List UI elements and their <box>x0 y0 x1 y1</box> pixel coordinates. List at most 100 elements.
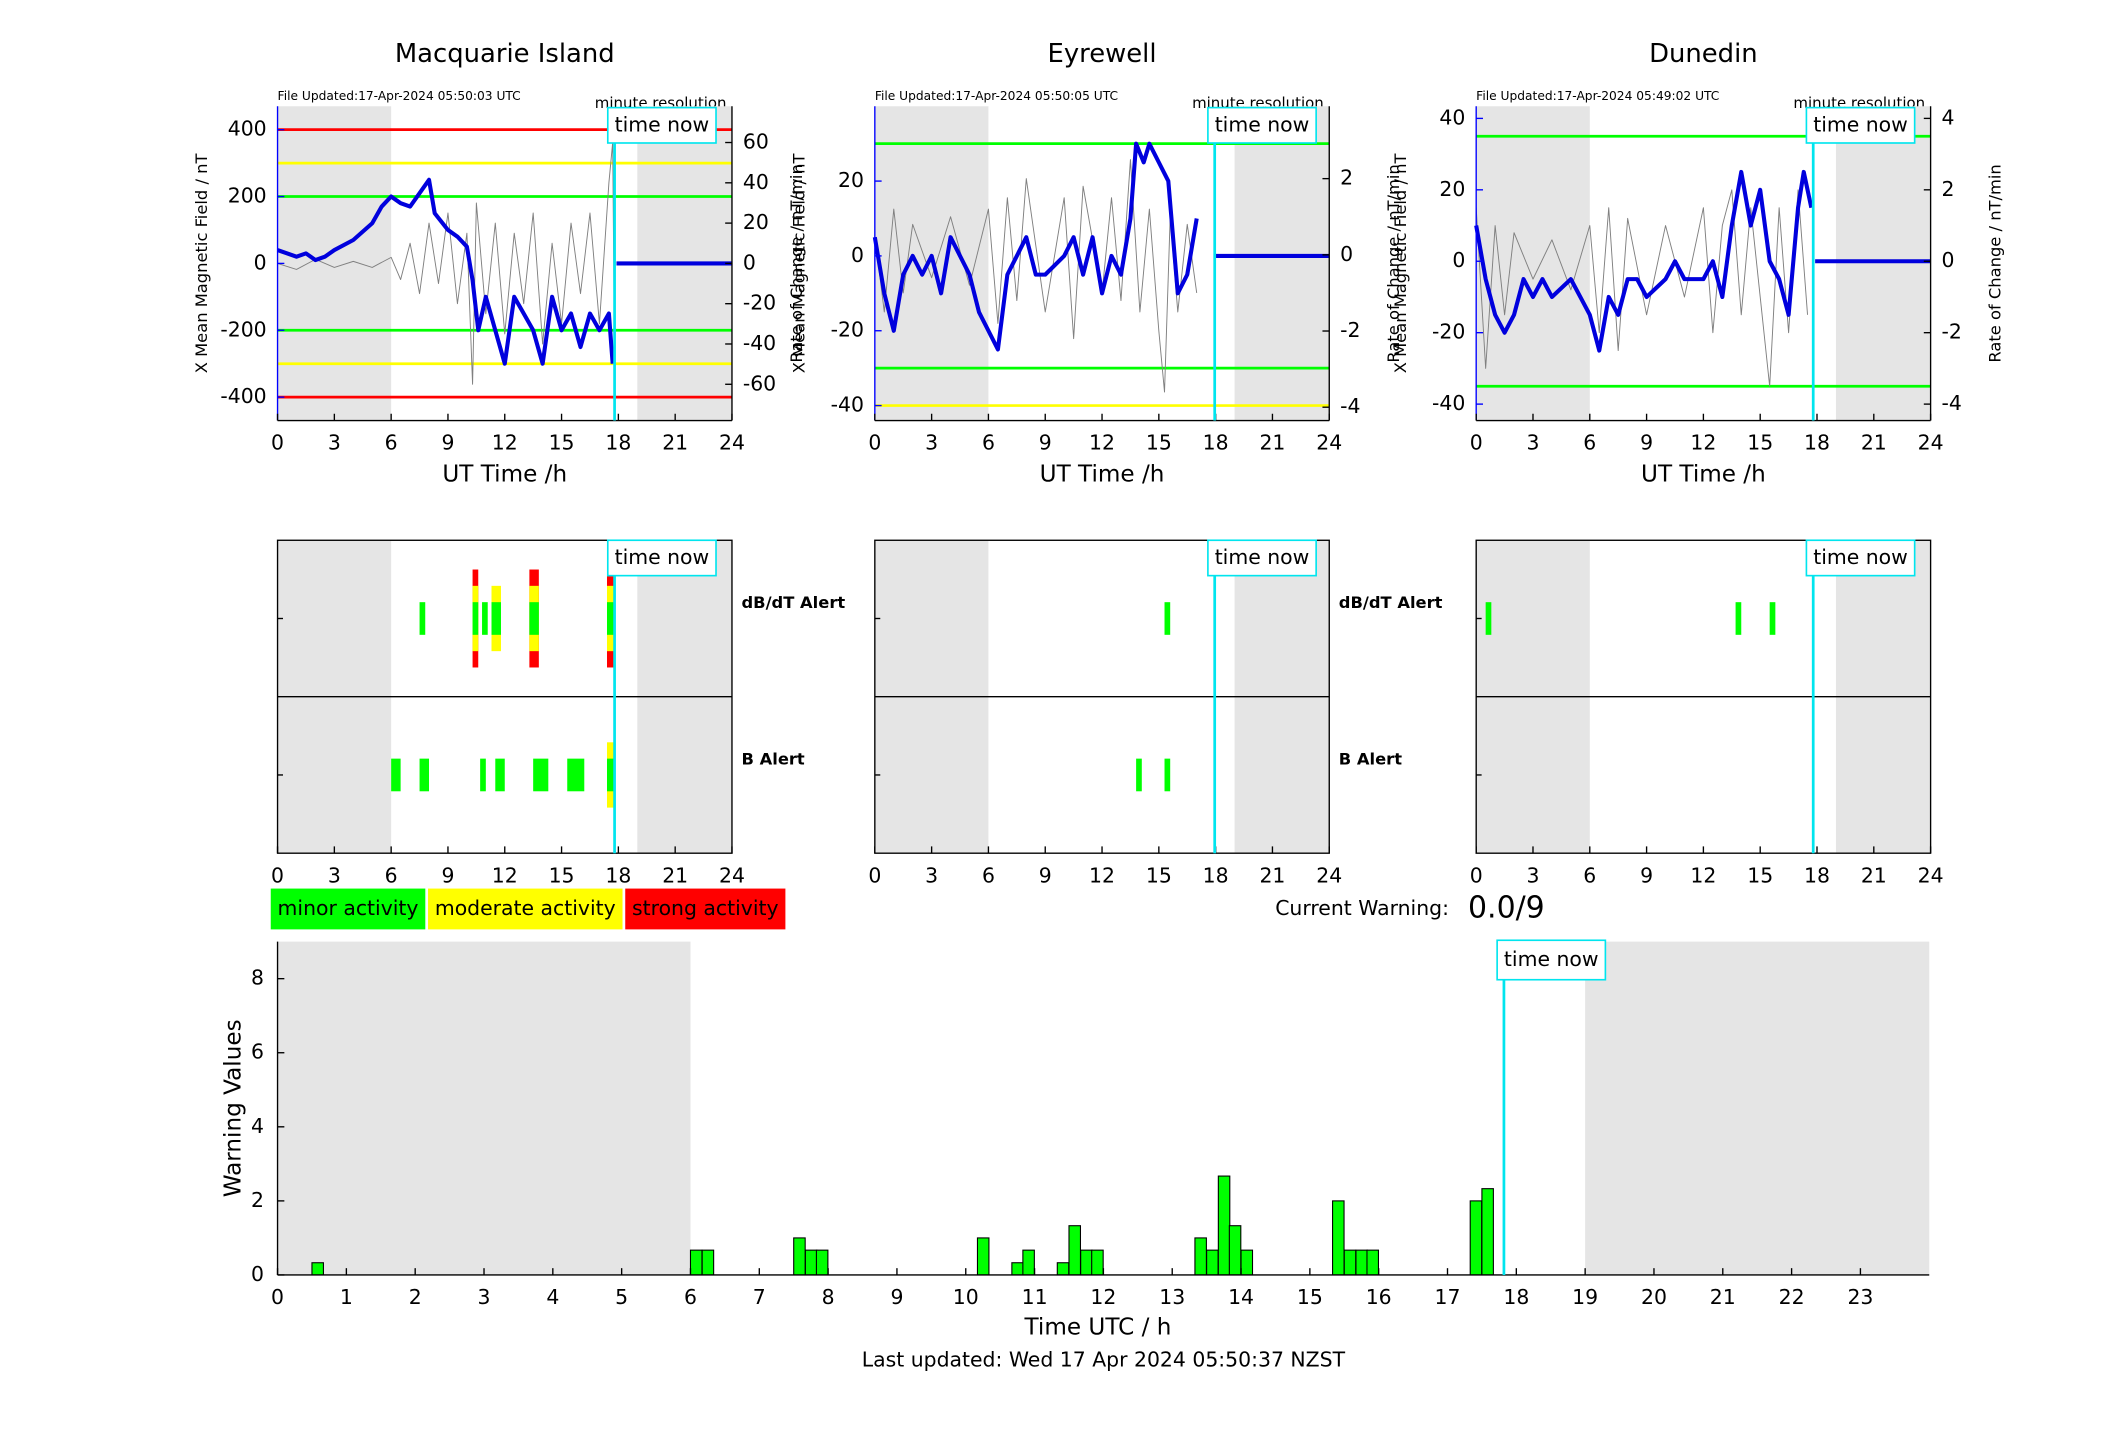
x-tick-label: 0 <box>868 431 881 455</box>
y-tick-label: -40 <box>1432 391 1465 415</box>
x-tick-label: 6 <box>982 863 995 887</box>
alert-bar <box>1136 758 1142 792</box>
time-now-label: time now <box>615 112 710 136</box>
alert-bar <box>1164 758 1171 792</box>
x-tick-label: 2 <box>409 1285 422 1309</box>
x-tick-label: 7 <box>753 1285 766 1309</box>
alert-bar <box>1735 602 1742 635</box>
time-now-box <box>606 106 717 144</box>
alert-bar <box>529 602 539 635</box>
y2-tick-label: -2 <box>1340 318 1360 342</box>
warning-bar <box>1469 1200 1483 1276</box>
x-tick-label: 12 <box>492 863 518 887</box>
y-tick-label: -400 <box>220 384 266 408</box>
y2-axis-label: Rate of Change / nT/min <box>1384 164 1403 362</box>
x-tick-label: 23 <box>1847 1285 1873 1309</box>
x-tick-label: 18 <box>1203 431 1229 455</box>
y2-tick-label: 0 <box>1340 242 1353 266</box>
x-tick-label: 15 <box>549 431 575 455</box>
current-warning-label: Current Warning: <box>1275 896 1449 920</box>
x-tick-label: 1 <box>340 1285 353 1309</box>
y2-tick-label: 0 <box>1941 248 1954 272</box>
legend-label: strong activity <box>632 896 779 920</box>
y-axis-label: X Mean Magnetic Field / nT <box>1391 153 1410 374</box>
x-tick-label: 17 <box>1435 1285 1461 1309</box>
alert-bar <box>482 602 488 635</box>
x-tick-label: 4 <box>546 1285 559 1309</box>
y-tick-label: -40 <box>831 393 864 417</box>
x-tick-label: 6 <box>982 431 995 455</box>
legend-swatch <box>428 888 623 930</box>
y-tick-label: 40 <box>1439 105 1465 129</box>
x-tick-label: 18 <box>1203 863 1229 887</box>
warning-bar <box>1481 1188 1494 1276</box>
x-tick-label: 24 <box>1918 431 1944 455</box>
x-tick-label: 18 <box>1804 863 1830 887</box>
warning-bar <box>976 1237 990 1276</box>
x-tick-label: 3 <box>925 863 938 887</box>
x-tick-label: 21 <box>1710 1285 1736 1309</box>
station-title: Macquarie Island <box>395 39 615 69</box>
x-tick-label: 12 <box>492 431 518 455</box>
alert-bar <box>419 602 426 635</box>
warning-bar <box>1332 1200 1345 1276</box>
warning-bar <box>1355 1249 1368 1276</box>
field-line <box>1474 169 1931 353</box>
x-tick-label: 0 <box>868 863 881 887</box>
warning-bar <box>1206 1249 1219 1276</box>
x-tick-label: 0 <box>1470 431 1483 455</box>
x-tick-label: 15 <box>1146 863 1172 887</box>
x-tick-label: 0 <box>271 863 284 887</box>
y2-tick-label: 20 <box>743 210 769 234</box>
alert-row-label: dB/dT Alert <box>1339 593 1443 612</box>
x-tick-label: 18 <box>605 863 631 887</box>
x-tick-label: 15 <box>1297 1285 1323 1309</box>
alert-bar <box>472 602 479 635</box>
x-tick-label: 15 <box>1747 431 1773 455</box>
y2-tick-label: 60 <box>743 130 769 154</box>
legend-swatch <box>270 888 426 930</box>
y2-axis-label: Rate of Change / nT/min <box>787 164 806 362</box>
warning-bar <box>689 1249 703 1276</box>
warning-bar <box>804 1249 818 1276</box>
y2-tick-label: -40 <box>743 331 776 355</box>
x-tick-label: 9 <box>441 863 454 887</box>
x-tick-label: 15 <box>1146 431 1172 455</box>
y-axis-label: X Mean Magnetic Field / nT <box>789 153 808 374</box>
warning-bar <box>1056 1262 1070 1276</box>
field-line <box>277 142 616 385</box>
y2-tick-label: 2 <box>1941 177 1954 201</box>
x-tick-label: 21 <box>662 863 688 887</box>
x-tick-label: 15 <box>549 863 575 887</box>
legend-label: moderate activity <box>435 896 616 920</box>
warning-bar <box>1080 1249 1093 1276</box>
y-tick-label: 8 <box>251 966 264 990</box>
x-tick-label: 5 <box>615 1285 628 1309</box>
y2-tick-label: 40 <box>743 170 769 194</box>
alert-bar <box>495 758 505 792</box>
y-tick-label: 0 <box>251 1262 264 1286</box>
x-tick-label: 6 <box>385 431 398 455</box>
x-tick-label: 12 <box>1090 1285 1116 1309</box>
alert-bar <box>567 758 585 792</box>
alert-bar <box>1485 602 1492 635</box>
warning-bar <box>1240 1249 1254 1276</box>
y-tick-label: -200 <box>220 317 266 341</box>
file-updated: File Updated:17-Apr-2024 05:49:02 UTC <box>1476 89 1719 103</box>
x-tick-label: 11 <box>1022 1285 1048 1309</box>
x-tick-label: 12 <box>1089 863 1115 887</box>
y-tick-label: 20 <box>1439 177 1465 201</box>
warning-bar <box>1091 1249 1104 1276</box>
y-axis-label: Warning Values <box>221 1019 247 1197</box>
x-tick-label: 3 <box>1526 431 1539 455</box>
time-now-box <box>606 539 717 577</box>
time-now-label: time now <box>1215 112 1310 136</box>
y-tick-label: 6 <box>251 1040 264 1064</box>
field-line <box>874 159 1198 393</box>
x-tick-label: 24 <box>1918 863 1944 887</box>
time-now-label: time now <box>1215 545 1310 569</box>
x-tick-label: 24 <box>1316 863 1342 887</box>
x-tick-label: 18 <box>1804 431 1830 455</box>
alert-bar <box>607 602 615 635</box>
